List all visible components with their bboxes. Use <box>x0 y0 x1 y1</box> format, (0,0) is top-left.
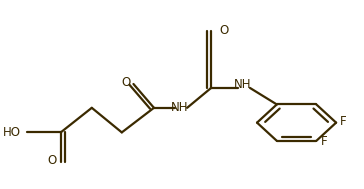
Text: HO: HO <box>3 126 21 139</box>
Text: F: F <box>340 115 347 128</box>
Text: NH: NH <box>234 78 252 91</box>
Text: F: F <box>321 135 327 148</box>
Text: O: O <box>219 24 228 37</box>
Text: O: O <box>122 76 131 89</box>
Text: NH: NH <box>171 101 189 114</box>
Text: O: O <box>47 154 56 167</box>
